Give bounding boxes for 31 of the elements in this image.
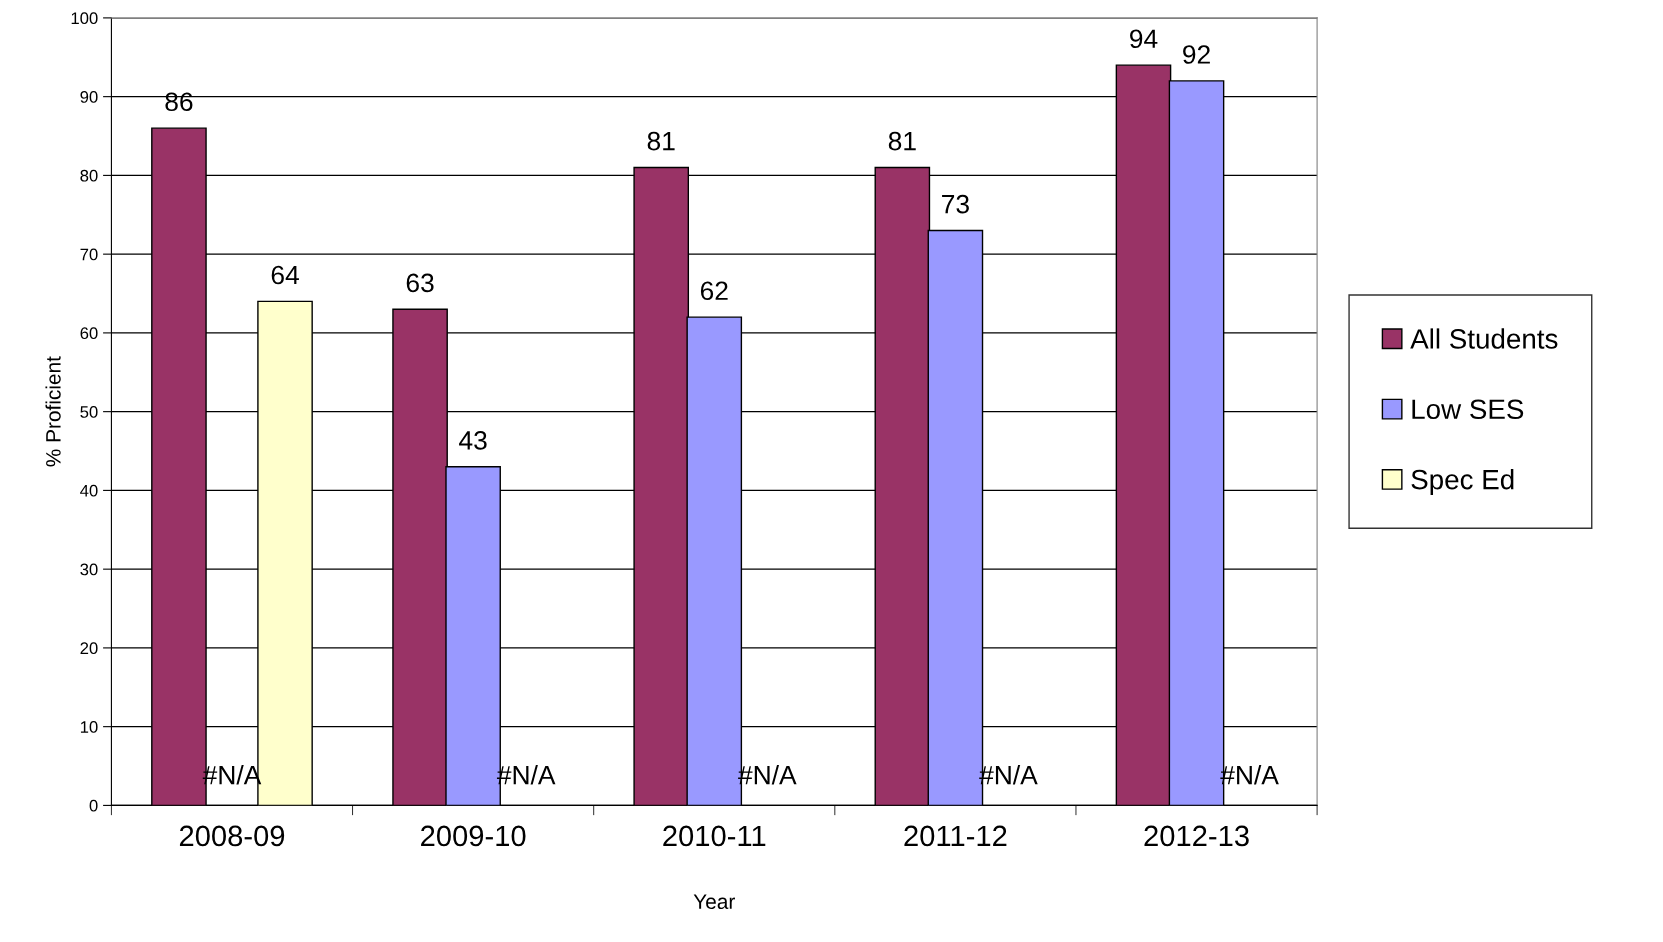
legend-label: All Students xyxy=(1410,328,1558,349)
y-axis-title: % Proficient xyxy=(45,356,61,467)
y-tick-label: 0 xyxy=(89,799,98,812)
x-axis-title: Year xyxy=(693,894,735,910)
y-tick-label: 80 xyxy=(80,169,98,182)
data-label: 86 xyxy=(165,92,193,112)
x-tick-label: 2009-10 xyxy=(421,825,526,847)
x-tick-label: 2008-09 xyxy=(179,825,285,847)
data-label: 81 xyxy=(888,131,916,151)
y-tick-label: 60 xyxy=(80,327,98,340)
y-tick-label: 90 xyxy=(80,91,98,103)
x-tick-label: 2011-12 xyxy=(904,825,1007,847)
y-tick-label: 100 xyxy=(71,12,98,25)
x-tick-label: 2010-11 xyxy=(663,825,766,847)
data-label: 43 xyxy=(459,431,487,450)
y-tick-label: 10 xyxy=(80,721,98,733)
data-label: 64 xyxy=(271,265,299,285)
y-tick-label: 40 xyxy=(80,484,98,497)
data-label: 94 xyxy=(1130,29,1158,49)
data-label: 63 xyxy=(406,273,434,293)
y-tick-label: 20 xyxy=(80,642,98,655)
data-label: 92 xyxy=(1183,45,1210,64)
data-label: 73 xyxy=(942,194,969,214)
y-tick-label: 70 xyxy=(80,248,98,261)
y-tick-label: 50 xyxy=(80,406,98,418)
data-label: 81 xyxy=(647,131,675,151)
legend-label: Spec Ed xyxy=(1411,469,1514,495)
data-label: 62 xyxy=(700,281,728,301)
legend-label: Low SES xyxy=(1412,399,1524,420)
y-tick-label: 30 xyxy=(80,563,98,576)
x-tick-label: 2012-13 xyxy=(1144,825,1249,847)
